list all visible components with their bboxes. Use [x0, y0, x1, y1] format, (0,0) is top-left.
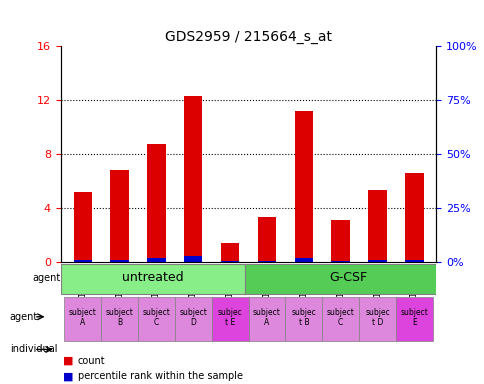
FancyBboxPatch shape [358, 297, 395, 341]
FancyBboxPatch shape [64, 297, 101, 341]
Bar [110, 170, 129, 262]
Text: subject
A: subject A [69, 308, 96, 328]
Text: subjec
t E: subjec t E [217, 308, 242, 328]
Text: subject
C: subject C [326, 308, 354, 328]
Text: ■: ■ [63, 356, 74, 366]
Bar [331, 261, 349, 262]
Bar [110, 260, 129, 262]
Bar [74, 260, 92, 262]
Text: agent: agent [10, 312, 38, 322]
Bar [404, 173, 423, 262]
Text: percentile rank within the sample: percentile rank within the sample [77, 371, 242, 381]
Text: ■: ■ [63, 371, 74, 381]
FancyBboxPatch shape [61, 264, 244, 294]
Bar [257, 217, 275, 262]
FancyBboxPatch shape [321, 297, 358, 341]
FancyBboxPatch shape [138, 297, 175, 341]
Bar [294, 111, 312, 262]
FancyBboxPatch shape [175, 297, 212, 341]
Text: count: count [77, 356, 105, 366]
Text: subject
D: subject D [179, 308, 207, 328]
Text: subjec
t D: subjec t D [364, 308, 389, 328]
Text: agent: agent [32, 273, 60, 283]
Bar [147, 144, 166, 262]
Bar [257, 261, 275, 262]
Text: individual: individual [10, 344, 57, 354]
Bar [184, 256, 202, 262]
Bar [404, 260, 423, 262]
FancyBboxPatch shape [395, 297, 432, 341]
Text: subject
E: subject E [400, 308, 427, 328]
Bar [367, 190, 386, 262]
FancyBboxPatch shape [248, 297, 285, 341]
Bar [221, 243, 239, 262]
Bar [331, 220, 349, 262]
Title: GDS2959 / 215664_s_at: GDS2959 / 215664_s_at [165, 30, 332, 44]
Text: subject
C: subject C [142, 308, 170, 328]
FancyBboxPatch shape [101, 297, 138, 341]
Text: subjec
t B: subjec t B [291, 308, 316, 328]
Text: G-CSF: G-CSF [328, 271, 366, 285]
Text: subject
B: subject B [106, 308, 133, 328]
Text: untreated: untreated [121, 271, 183, 285]
Bar [294, 258, 312, 262]
FancyBboxPatch shape [212, 297, 248, 341]
Bar [367, 260, 386, 262]
FancyBboxPatch shape [245, 264, 450, 294]
Bar [147, 258, 166, 262]
Bar [184, 96, 202, 262]
Bar [221, 261, 239, 262]
FancyBboxPatch shape [285, 297, 321, 341]
Bar [74, 192, 92, 262]
Text: subject
A: subject A [253, 308, 280, 328]
